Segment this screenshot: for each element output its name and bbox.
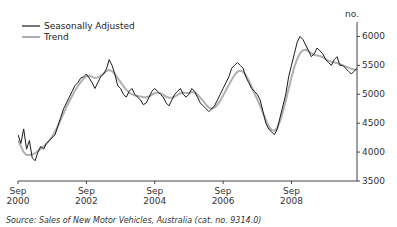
y-axis-line (357, 22, 358, 181)
plot-area (18, 36, 357, 160)
y-tick-label: 3500 (362, 176, 385, 186)
series-line (18, 50, 357, 155)
x-tick (154, 181, 155, 184)
x-axis-line (18, 181, 357, 182)
y-tick-label: 6000 (362, 31, 385, 41)
legend: Seasonally AdjustedTrend (22, 21, 135, 42)
x-tick (223, 181, 224, 184)
x-tick-label: Sep2006 (212, 186, 235, 206)
legend-swatch (22, 36, 40, 38)
x-tick (18, 181, 19, 184)
chart: 3500 4000 4500 5000 5500 6000 Sep2000 Sep2002 Se… (0, 0, 397, 227)
axes: 3500 4000 4500 5000 5500 6000 Sep2000 Sep2002 Se… (7, 22, 386, 206)
x-tick-label: Sep2002 (75, 186, 98, 206)
y-tick (357, 181, 360, 182)
y-tick (357, 152, 360, 153)
legend-swatch (22, 25, 40, 26)
y-tick (357, 123, 360, 124)
series-line (18, 36, 357, 160)
x-tick-label: Sep2004 (143, 186, 166, 206)
legend-label: Trend (43, 32, 69, 42)
legend-label: Seasonally Adjusted (44, 21, 135, 31)
y-tick-label: 4500 (362, 118, 385, 128)
x-tick (86, 181, 87, 184)
y-tick (357, 65, 360, 66)
y-tick-label: 5000 (362, 89, 385, 99)
source-note: Source: Sales of New Motor Vehicles, Aus… (6, 216, 261, 225)
x-tick-label: Sep2000 (7, 186, 30, 206)
y-tick-label: 5500 (362, 60, 385, 70)
x-tick-label: Sep2008 (280, 186, 303, 206)
y-axis-label: no. (345, 9, 359, 19)
y-tick (357, 94, 360, 95)
x-tick (291, 181, 292, 184)
y-tick-label: 4000 (362, 147, 385, 157)
y-tick (357, 36, 360, 37)
